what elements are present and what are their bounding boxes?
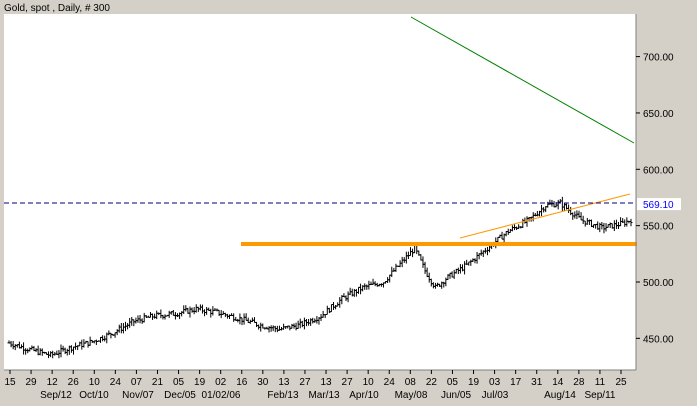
x-month-label: May/08: [395, 390, 428, 401]
x-tick-label: 25: [615, 377, 627, 388]
resistance-trendline: [410, 16, 635, 144]
trendlines: [4, 16, 637, 246]
y-tick-label: 650.00: [643, 109, 674, 120]
x-tick-label: 30: [257, 377, 269, 388]
x-tick-label: 05: [173, 377, 185, 388]
chart-title: Gold, spot , Daily, # 300: [4, 3, 110, 14]
x-month-label: Nov/07: [122, 390, 154, 401]
x-tick-label: 10: [363, 377, 375, 388]
x-tick-label: 27: [299, 377, 311, 388]
x-tick-label: 24: [384, 377, 396, 388]
y-tick-label: 700.00: [643, 53, 674, 64]
support-trendline: [459, 193, 631, 239]
x-tick-label: 13: [278, 377, 290, 388]
x-tick-label: 13: [320, 377, 332, 388]
price-bars: [7, 196, 633, 359]
x-tick-label: 22: [426, 377, 438, 388]
current-price-badge: [637, 198, 681, 211]
x-month-label: Sep/11: [585, 390, 616, 401]
x-tick-label: 02: [215, 377, 227, 388]
x-tick-label: 14: [552, 377, 564, 388]
x-tick-label: 17: [510, 377, 522, 388]
y-tick-label: 600.00: [643, 165, 674, 176]
x-month-label: Dec/05: [164, 390, 196, 401]
x-tick-label: 26: [68, 377, 80, 388]
x-tick-label: 05: [447, 377, 459, 388]
x-tick-label: 16: [236, 377, 248, 388]
x-tick-label: 21: [152, 377, 164, 388]
axes: 450.00 500.00 550.00 600.00 650.00 700.00 569.…: [4, 14, 681, 401]
x-month-label: 01/02/06: [202, 390, 241, 401]
y-tick-label: 550.00: [643, 222, 674, 233]
x-month-label: Feb/13: [267, 390, 299, 401]
x-month-label: Jul/03: [482, 390, 509, 401]
x-tick-label: 24: [110, 377, 122, 388]
x-tick-label: 10: [89, 377, 101, 388]
x-tick-label: 03: [489, 377, 501, 388]
x-tick-label: 15: [4, 377, 16, 388]
x-month-label: Jun/05: [441, 390, 471, 401]
x-tick-label: 27: [342, 377, 354, 388]
y-tick-label: 500.00: [643, 278, 674, 289]
y-tick-label: 450.00: [643, 334, 674, 345]
x-tick-label: 08: [405, 377, 417, 388]
x-tick-label: 07: [131, 377, 143, 388]
x-tick-label: 12: [47, 377, 59, 388]
x-tick-label: 31: [531, 377, 543, 388]
x-tick-label: 19: [194, 377, 206, 388]
plot-area: [4, 14, 636, 370]
x-month-label: Aug/14: [544, 390, 576, 401]
x-month-label: Oct/10: [79, 390, 109, 401]
x-month-label: Sep/12: [40, 390, 72, 401]
x-month-label: Apr/10: [349, 390, 379, 401]
x-tick-label: 19: [468, 377, 480, 388]
x-tick-label: 28: [573, 377, 585, 388]
x-tick-label: 11: [595, 377, 606, 388]
x-tick-label: 29: [26, 377, 38, 388]
current-price-label: 569.10: [643, 200, 674, 211]
x-month-label: Mar/13: [308, 390, 340, 401]
